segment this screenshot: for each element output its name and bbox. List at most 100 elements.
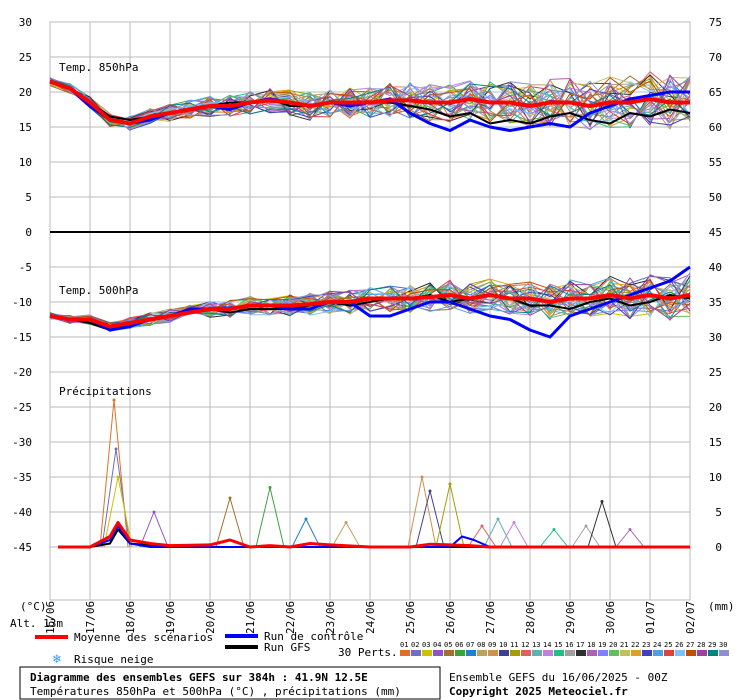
chart-subtitle: Températures 850hPa et 500hPa (°C) , pré… xyxy=(30,685,401,698)
pert-color-swatch xyxy=(444,650,454,656)
pert-color-swatch xyxy=(499,650,509,656)
right-tick-label: 15 xyxy=(709,436,722,449)
x-tick-label: 28/06 xyxy=(524,601,537,634)
left-tick-label: -5 xyxy=(19,261,32,274)
pert-color-swatch xyxy=(631,650,641,656)
pert-number: 10 xyxy=(499,641,507,649)
left-tick-label: -25 xyxy=(12,401,32,414)
left-tick-label: 0 xyxy=(25,226,32,239)
x-tick-label: 25/06 xyxy=(404,601,417,634)
title-box xyxy=(19,666,441,700)
axis-ticks: 302520151050-5-10-15-20-25-30-35-40-4575… xyxy=(12,16,722,634)
precip-spike-point xyxy=(512,521,516,524)
pert-number: 04 xyxy=(433,641,441,649)
pert-number: 25 xyxy=(664,641,672,649)
precip-spike xyxy=(587,501,617,548)
pert-number: 07 xyxy=(466,641,474,649)
pert-color-swatch xyxy=(422,650,432,656)
right-tick-label: 5 xyxy=(715,506,722,519)
right-tick-label: 60 xyxy=(709,121,722,134)
left-tick-label: 15 xyxy=(19,121,32,134)
right-tick-label: 40 xyxy=(709,261,722,274)
pert-number: 13 xyxy=(532,641,540,649)
right-tick-label: 75 xyxy=(709,16,722,29)
precip-spike xyxy=(99,399,129,548)
legend-mean-label: Moyenne des scénarios xyxy=(74,631,213,644)
pert-number: 11 xyxy=(510,641,518,649)
t500-mean-line xyxy=(49,293,691,329)
pert-color-swatch xyxy=(642,650,652,656)
pert-color-swatch xyxy=(466,650,476,656)
pert-color-swatch xyxy=(675,650,685,656)
left-tick-label: -45 xyxy=(12,541,32,554)
snowflake-icon: ❄ xyxy=(52,652,61,667)
pert-color-swatch xyxy=(510,650,520,656)
x-tick-label: 20/06 xyxy=(204,601,217,634)
legend-gfs-label: Run GFS xyxy=(264,641,310,654)
pert-color-swatch xyxy=(697,650,707,656)
chart-series xyxy=(49,71,691,549)
x-tick-label: 21/06 xyxy=(244,601,257,634)
x-tick-label: 26/06 xyxy=(444,601,457,634)
pert-color-swatch xyxy=(609,650,619,656)
pert-number: 27 xyxy=(686,641,694,649)
pert-number: 17 xyxy=(576,641,584,649)
run-info: Ensemble GEFS du 16/06/2025 - 00Z xyxy=(449,671,668,684)
panel-label-850: Temp. 850hPa xyxy=(59,61,138,74)
pert-number: 30 xyxy=(719,641,727,649)
pert-color-swatch xyxy=(653,650,663,656)
pert-number: 19 xyxy=(598,641,606,649)
right-tick-label: 30 xyxy=(709,331,722,344)
precip-spike-point xyxy=(268,486,272,489)
pert-color-swatch xyxy=(664,650,674,656)
pert-color-swatch xyxy=(554,650,564,656)
precip-spike-point xyxy=(420,475,424,479)
right-tick-label: 55 xyxy=(709,156,722,169)
precip-spike-point xyxy=(116,475,120,479)
precip-spike-point xyxy=(114,447,118,451)
pert-color-swatch xyxy=(521,650,531,656)
pert-number: 09 xyxy=(488,641,496,649)
pert-color-swatch xyxy=(532,650,542,656)
pert-color-swatch xyxy=(400,650,410,656)
pert-number: 22 xyxy=(631,641,639,649)
precip-spike-point xyxy=(480,524,484,528)
pert-color-swatch xyxy=(411,650,421,656)
pert-color-swatch xyxy=(620,650,630,656)
right-tick-label: 0 xyxy=(715,541,722,554)
pert-color-swatch xyxy=(708,650,718,656)
precip-spike xyxy=(331,522,361,548)
pert-number: 15 xyxy=(554,641,562,649)
left-tick-label: 5 xyxy=(25,191,32,204)
x-tick-label: 19/06 xyxy=(164,601,177,634)
x-tick-label: 24/06 xyxy=(364,601,377,634)
precip-spike-point xyxy=(428,489,432,493)
right-tick-label: 45 xyxy=(709,226,722,239)
pert-color-swatch xyxy=(488,650,498,656)
legend-snow-label: Risque neige xyxy=(74,653,153,666)
pert-color-swatch xyxy=(587,650,597,656)
precip-spike xyxy=(499,522,529,548)
left-tick-label: 10 xyxy=(19,156,32,169)
pert-color-swatch xyxy=(686,650,696,656)
pert-color-swatch xyxy=(455,650,465,656)
pert-number: 21 xyxy=(620,641,628,649)
pert-number: 29 xyxy=(708,641,716,649)
precip-spike-point xyxy=(448,482,452,486)
precip-mean-line xyxy=(58,521,690,549)
pert-color-swatch xyxy=(543,650,553,656)
x-tick-label: 29/06 xyxy=(564,601,577,634)
pert-number: 23 xyxy=(642,641,650,649)
left-tick-label: -15 xyxy=(12,331,32,344)
left-tick-label: -10 xyxy=(12,296,32,309)
x-tick-label: 02/07 xyxy=(684,601,697,634)
precip-spike xyxy=(571,525,601,548)
pert-color-swatch xyxy=(433,650,443,656)
pert-color-swatch xyxy=(598,650,608,656)
legend-control-label: Run de contrôle xyxy=(264,630,363,643)
precip-spike-point xyxy=(344,521,348,524)
pert-color-swatch xyxy=(565,650,575,656)
perturbation-legend: 01 02 03 04 05 06 07 08 09 10 11 12 13 14 15 16 17 18 19 20… xyxy=(400,641,729,656)
pert-number: 03 xyxy=(422,641,430,649)
